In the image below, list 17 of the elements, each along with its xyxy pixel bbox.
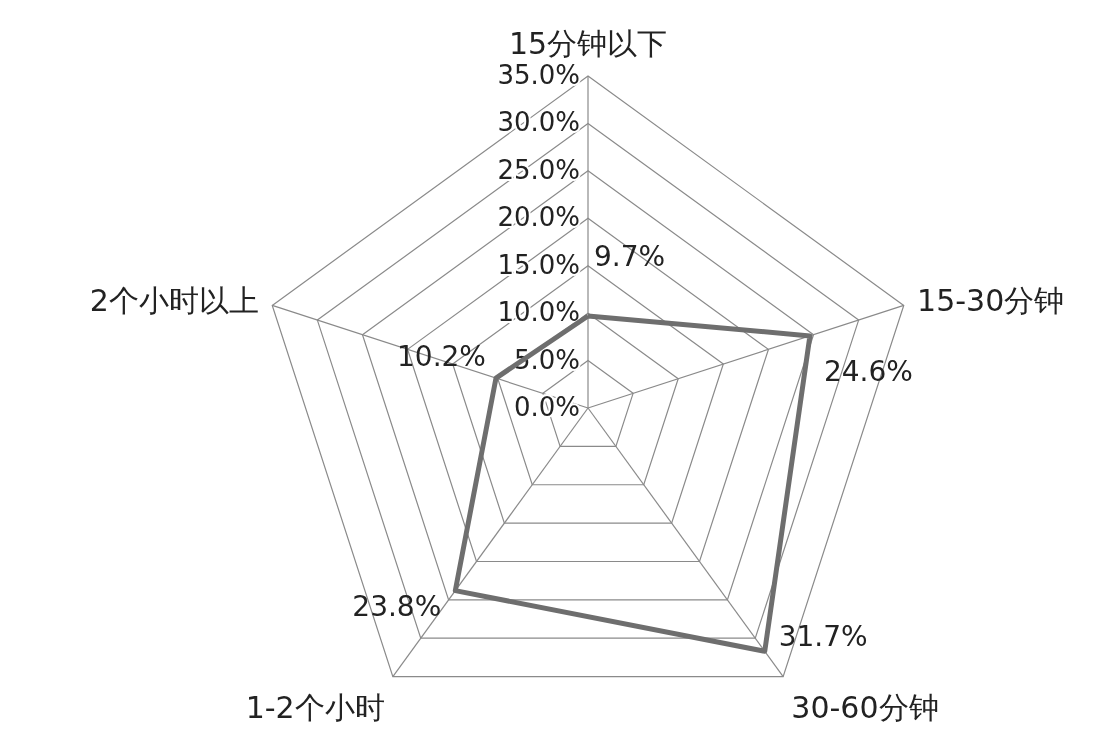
y-tick-label: 25.0% bbox=[497, 154, 580, 185]
data-label: 10.2% bbox=[397, 340, 486, 374]
y-tick-label: 10.0% bbox=[497, 297, 580, 328]
data-label: 31.7% bbox=[778, 620, 868, 654]
data-label: 24.6% bbox=[823, 354, 913, 388]
data-label: 23.8% bbox=[352, 589, 442, 623]
spoke-label: 1-2个小时 bbox=[245, 689, 385, 725]
y-tick-label: 20.0% bbox=[497, 202, 580, 233]
y-tick-label: 0.0% bbox=[513, 392, 580, 422]
data-label: 9.7% bbox=[594, 239, 666, 273]
y-tick-label: 30.0% bbox=[497, 107, 580, 138]
y-tick-label: 15.0% bbox=[497, 249, 580, 280]
y-tick-label: 35.0% bbox=[497, 60, 580, 90]
spoke-label: 15-30分钟 bbox=[917, 283, 1065, 319]
spoke-label: 2个小时以上 bbox=[89, 283, 259, 319]
spoke-label: 15分钟以下 bbox=[508, 26, 668, 61]
spoke-label: 30-60分钟 bbox=[791, 689, 939, 725]
